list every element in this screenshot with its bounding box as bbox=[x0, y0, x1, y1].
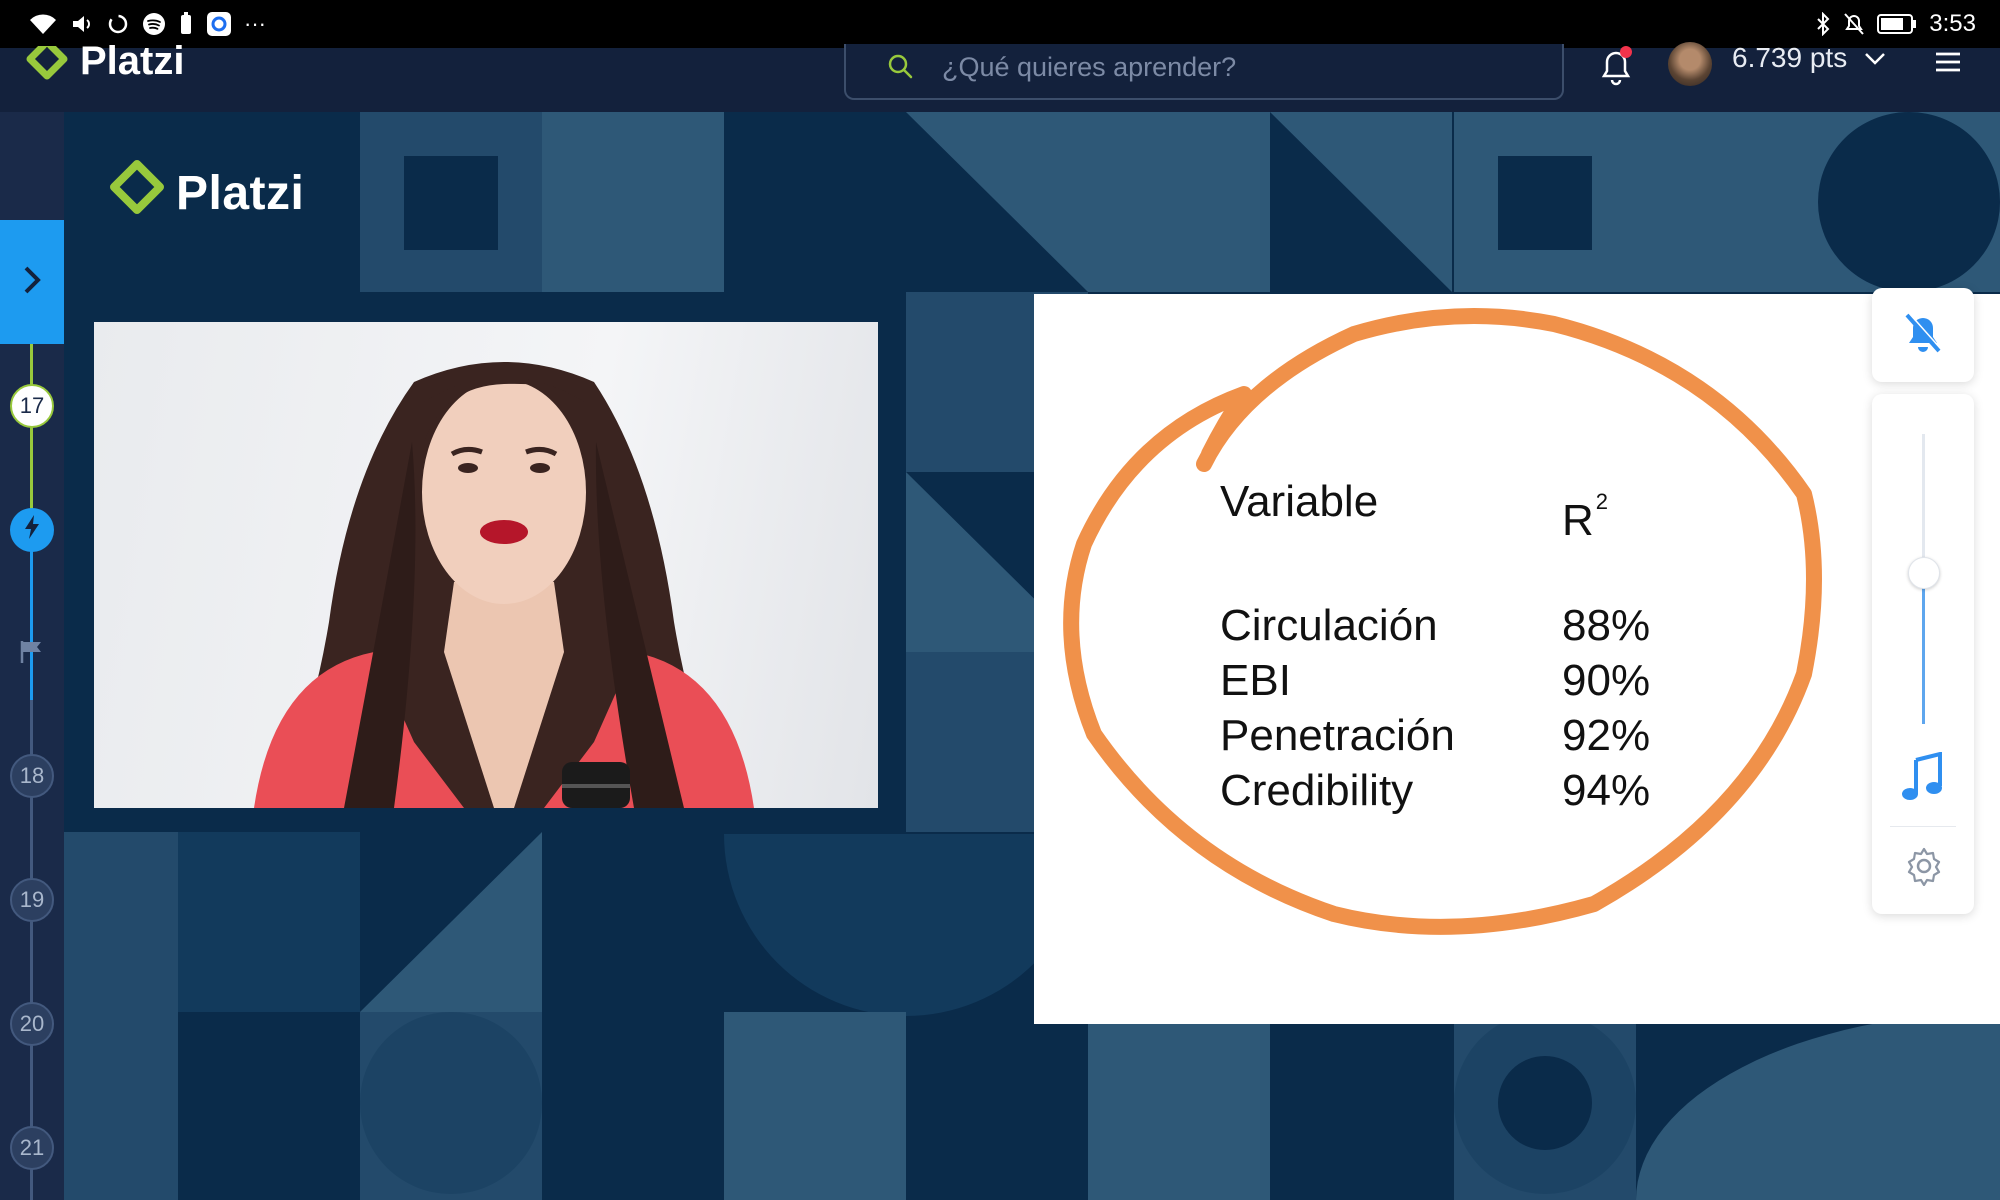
app-icon bbox=[206, 11, 232, 37]
class-progress-rail: 17 18 19 20 21 bbox=[0, 112, 64, 1200]
rail-node-18[interactable]: 18 bbox=[10, 754, 54, 798]
avatar[interactable] bbox=[1668, 42, 1712, 86]
brand-name: Platzi bbox=[80, 39, 185, 83]
r-squared-table: Variable R2 Circulación 88% EBI 90% Pene… bbox=[1220, 474, 1702, 818]
wifi-icon bbox=[28, 12, 58, 36]
bell-off-icon bbox=[1901, 309, 1945, 362]
row-value: 88% bbox=[1562, 601, 1651, 650]
rail-node-20[interactable]: 20 bbox=[10, 1002, 54, 1046]
divider bbox=[1890, 826, 1956, 827]
bg-tile bbox=[724, 1012, 906, 1200]
platzi-logo-top[interactable]: Platzi bbox=[24, 38, 184, 91]
rail-node-17[interactable]: 17 bbox=[10, 384, 54, 428]
header-r2-base: R bbox=[1562, 496, 1594, 545]
table-row: EBI 90% bbox=[1220, 653, 1702, 708]
handwritten-circle-annotation bbox=[1063, 308, 1822, 935]
battery-saver-icon bbox=[178, 12, 194, 36]
table-row: Penetración 92% bbox=[1220, 708, 1702, 763]
table-row: Credibility 94% bbox=[1220, 763, 1702, 818]
notifications-bell-icon[interactable] bbox=[1596, 44, 1636, 93]
bg-tile bbox=[1088, 1012, 1270, 1200]
bg-tile bbox=[1270, 112, 1452, 292]
status-bar: ··· 3:53 bbox=[0, 0, 2000, 48]
bg-tile bbox=[178, 832, 360, 1012]
clock: 3:53 bbox=[1929, 10, 1976, 37]
status-right-icons: 3:53 bbox=[1815, 8, 1976, 40]
battery-icon bbox=[1877, 13, 1917, 35]
bg-tile bbox=[1498, 1056, 1592, 1150]
rail-node-flag[interactable] bbox=[10, 632, 54, 676]
search-input[interactable]: ¿Qué quieres aprender? bbox=[844, 44, 1564, 100]
platzi-logo-watermark: Platzi bbox=[108, 160, 304, 227]
header-r2-exponent: 2 bbox=[1595, 489, 1609, 514]
row-value: 92% bbox=[1562, 711, 1651, 760]
chevron-right-icon bbox=[22, 264, 42, 301]
lecture-slide: Variable R2 Circulación 88% EBI 90% Pene… bbox=[1034, 294, 2000, 1024]
volume-slider-handle[interactable] bbox=[1908, 557, 1940, 590]
bg-tile bbox=[360, 832, 542, 1012]
rail-line-done bbox=[30, 344, 33, 522]
bg-tile bbox=[64, 832, 178, 1200]
more-icon: ··· bbox=[244, 11, 266, 36]
row-variable: EBI bbox=[1220, 656, 1291, 705]
points-label[interactable]: 6.739 pts bbox=[1732, 42, 1848, 73]
bg-tile bbox=[404, 156, 498, 250]
rail-line-todo bbox=[30, 700, 33, 1200]
header-variable: Variable bbox=[1220, 477, 1379, 526]
platzi-logo-icon bbox=[108, 160, 166, 227]
rail-line-live bbox=[30, 522, 33, 700]
table-row: Circulación 88% bbox=[1220, 598, 1702, 653]
bg-tile bbox=[1636, 1012, 2000, 1200]
row-variable: Penetración bbox=[1220, 711, 1455, 760]
top-navigation: Platzi ¿Qué quieres aprender? 6.739 pts bbox=[0, 38, 2000, 112]
chevron-down-icon[interactable] bbox=[1864, 52, 1886, 71]
flag-icon bbox=[18, 639, 46, 669]
music-note-icon[interactable] bbox=[1900, 751, 1946, 807]
rail-node-21[interactable]: 21 bbox=[10, 1126, 54, 1170]
bg-tile bbox=[360, 1012, 542, 1194]
bluetooth-icon bbox=[1815, 12, 1831, 36]
bg-tile bbox=[906, 112, 1088, 292]
volume-panel bbox=[1872, 394, 1974, 914]
bg-tile bbox=[1636, 112, 1818, 292]
bg-tile bbox=[1818, 112, 2000, 292]
row-value: 90% bbox=[1562, 656, 1651, 705]
brand-name: Platzi bbox=[176, 167, 305, 220]
lightning-icon bbox=[22, 514, 42, 546]
notifications-off-icon bbox=[1843, 12, 1865, 36]
video-player-stage[interactable]: Platzi bbox=[64, 112, 2000, 1200]
row-variable: Circulación bbox=[1220, 601, 1438, 650]
volume-level[interactable] bbox=[1922, 573, 1925, 724]
row-value: 94% bbox=[1562, 766, 1651, 815]
data-saver-icon bbox=[106, 12, 130, 36]
volume-icon bbox=[70, 12, 94, 36]
spotify-icon bbox=[142, 12, 166, 36]
rail-node-live[interactable] bbox=[10, 508, 54, 552]
settings-gear-icon[interactable] bbox=[1904, 846, 1944, 891]
search-icon bbox=[886, 52, 914, 85]
expand-sidebar-button[interactable] bbox=[0, 220, 64, 344]
hamburger-menu-icon[interactable] bbox=[1934, 50, 1962, 79]
presenter-video[interactable] bbox=[94, 322, 878, 808]
bg-tile bbox=[1498, 156, 1592, 250]
platzi-logo-icon bbox=[24, 38, 70, 91]
status-left-icons: ··· bbox=[28, 8, 266, 40]
header-r2: R2 bbox=[1562, 474, 1702, 548]
mute-notifications-button[interactable] bbox=[1872, 288, 1974, 382]
presenter-illustration bbox=[254, 362, 754, 808]
bg-tile bbox=[542, 112, 724, 292]
rail-node-19[interactable]: 19 bbox=[10, 878, 54, 922]
search-placeholder: ¿Qué quieres aprender? bbox=[942, 51, 1237, 82]
row-variable: Credibility bbox=[1220, 766, 1414, 815]
bg-tile bbox=[1088, 112, 1270, 292]
table-header-row: Variable R2 bbox=[1220, 474, 1702, 548]
